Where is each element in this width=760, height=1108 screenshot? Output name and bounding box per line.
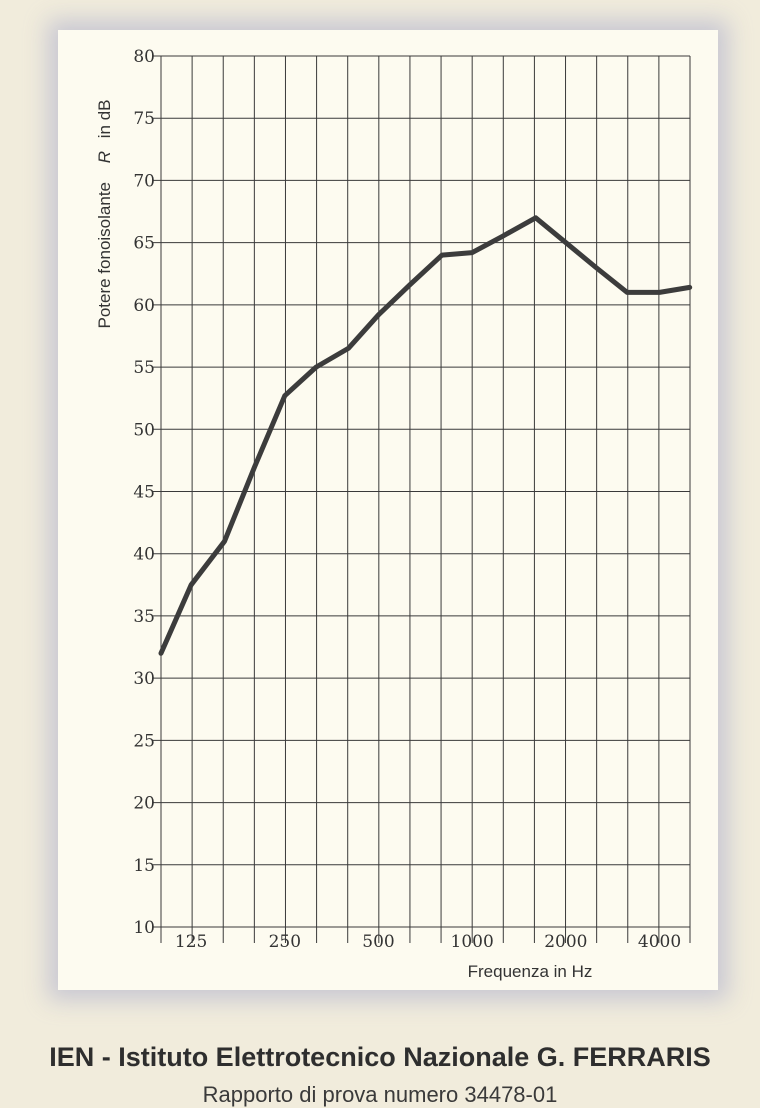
y-tick-label: 40: [133, 545, 155, 565]
y-axis-title: Potere fonoisolante R in dB: [95, 100, 114, 329]
data-series: [158, 215, 693, 656]
chart-svg: 10 15 20 25 30 35 40 45 50 55 60 65 70 75 80 125 250 500…: [95, 47, 693, 981]
y-tick-label: 25: [133, 731, 155, 751]
x-axis-title: Frequenza in Hz: [468, 962, 593, 981]
y-tick-label: 55: [133, 358, 155, 378]
chart-card: 10 15 20 25 30 35 40 45 50 55 60 65 70 75 80 125 250 500…: [58, 30, 718, 990]
x-tick-label: 2000: [544, 932, 587, 952]
x-tick-label: 125: [175, 932, 207, 952]
y-tick-label: 15: [133, 856, 155, 876]
caption-subtitle: Rapporto di prova numero 34478-01: [202, 1082, 558, 1107]
y-tick-label: 70: [133, 171, 155, 191]
y-tick-label: 80: [133, 47, 155, 67]
x-tick-label: 4000: [638, 932, 681, 952]
y-tick-label: 75: [133, 109, 155, 129]
x-tick-label: 500: [362, 932, 394, 952]
y-tick-label: 35: [133, 607, 155, 627]
svg-text:Potere fonoisolante R: Potere fonoisolante R in dB: [95, 100, 114, 329]
y-tick-label: 20: [133, 794, 155, 814]
caption-title: IEN - Istituto Elettrotecnico Nazionale …: [49, 1042, 711, 1072]
y-tick-label: 65: [133, 234, 155, 254]
y-tick-label: 10: [133, 918, 155, 938]
y-tick-label: 30: [133, 669, 155, 689]
y-axis-label-main: Potere fonoisolante: [95, 182, 114, 329]
x-tick-labels: 125 250 500 1000 2000 4000: [175, 932, 681, 952]
x-tick-label: 250: [269, 932, 301, 952]
y-axis-label-symbol: R: [95, 151, 114, 163]
chart-grid: [153, 55, 691, 943]
y-axis-label-unit: in dB: [95, 100, 114, 139]
series-line: [158, 215, 693, 656]
x-tick-label: 1000: [451, 932, 494, 952]
y-tick-label: 50: [133, 420, 155, 440]
y-tick-label: 45: [133, 483, 155, 503]
y-tick-label: 60: [133, 296, 155, 316]
y-tick-labels: 10 15 20 25 30 35 40 45 50 55 60 65 70 75 80: [133, 47, 155, 938]
